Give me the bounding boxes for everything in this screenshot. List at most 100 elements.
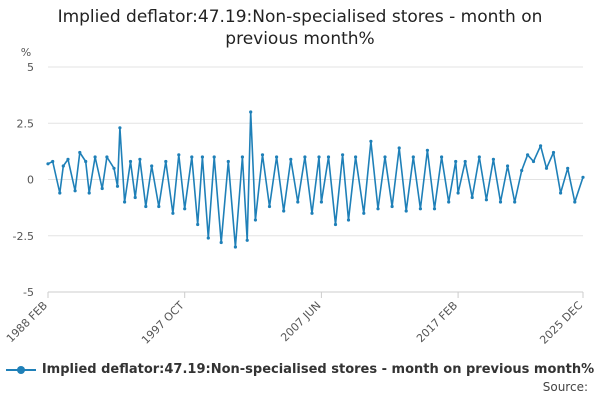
data-point[interactable] (341, 153, 345, 157)
data-point[interactable] (317, 155, 321, 159)
x-tick-label: 2017 FEB (414, 299, 460, 345)
data-point[interactable] (484, 198, 488, 202)
y-tick-label: -2.5 (13, 230, 34, 243)
data-point[interactable] (559, 191, 563, 195)
source-label: Source: (542, 380, 588, 394)
data-point[interactable] (73, 189, 77, 193)
data-point[interactable] (157, 204, 161, 209)
data-point[interactable] (100, 186, 104, 191)
data-point[interactable] (267, 204, 272, 209)
data-point[interactable] (105, 155, 109, 159)
data-point[interactable] (544, 166, 549, 170)
data-point[interactable] (326, 155, 331, 159)
data-point[interactable] (418, 207, 422, 211)
data-point[interactable] (404, 209, 408, 213)
data-point[interactable] (249, 110, 253, 114)
data-point[interactable] (282, 209, 286, 213)
data-point[interactable] (212, 155, 216, 159)
data-point[interactable] (112, 166, 116, 170)
data-point[interactable] (531, 159, 536, 164)
data-point[interactable] (551, 150, 556, 155)
data-point[interactable] (118, 126, 122, 130)
data-point[interactable] (66, 157, 70, 161)
data-point[interactable] (190, 155, 194, 159)
data-point[interactable] (390, 204, 394, 209)
data-point[interactable] (138, 157, 142, 161)
data-point[interactable] (470, 195, 474, 200)
data-point[interactable] (440, 155, 444, 159)
x-tick-label: 2007 JUN (278, 299, 323, 344)
data-point[interactable] (200, 155, 204, 159)
y-axis-unit-label: % (21, 46, 31, 59)
data-point[interactable] (128, 159, 133, 164)
series-line (47, 111, 584, 248)
data-point[interactable] (245, 238, 249, 242)
data-point[interactable] (183, 207, 187, 211)
data-point[interactable] (219, 240, 223, 245)
y-tick-label: 0 (27, 174, 34, 187)
data-point[interactable] (506, 164, 510, 168)
data-point[interactable] (226, 159, 230, 164)
data-point[interactable] (498, 200, 503, 204)
data-point[interactable] (425, 148, 429, 152)
data-point[interactable] (354, 155, 358, 159)
data-point[interactable] (289, 157, 293, 161)
data-point[interactable] (463, 159, 467, 164)
data-point[interactable] (376, 207, 380, 211)
data-point[interactable] (164, 159, 168, 164)
data-point[interactable] (303, 155, 307, 159)
data-point[interactable] (253, 218, 257, 222)
data-point[interactable] (51, 159, 55, 164)
data-point[interactable] (84, 159, 88, 164)
data-point[interactable] (319, 200, 323, 204)
data-point[interactable] (177, 153, 181, 157)
data-point[interactable] (573, 200, 577, 204)
legend-label: Implied deflator:47.19:Non-specialised s… (41, 362, 595, 377)
data-point[interactable] (196, 222, 200, 227)
data-point[interactable] (456, 191, 460, 195)
data-point[interactable] (566, 166, 570, 170)
data-point[interactable] (310, 211, 314, 215)
data-point[interactable] (346, 218, 351, 222)
data-point[interactable] (520, 168, 524, 173)
data-point[interactable] (447, 200, 451, 204)
data-point[interactable] (150, 164, 154, 168)
data-point[interactable] (240, 155, 244, 159)
data-point[interactable] (87, 191, 91, 195)
data-point[interactable] (123, 200, 127, 204)
data-point[interactable] (58, 191, 62, 195)
data-point[interactable] (526, 153, 530, 157)
data-point[interactable] (513, 200, 517, 204)
data-point[interactable] (454, 159, 458, 164)
data-point[interactable] (93, 155, 97, 159)
data-point[interactable] (296, 200, 300, 204)
data-point[interactable] (78, 150, 82, 155)
data-point[interactable] (233, 245, 237, 249)
chart-title: Implied deflator:47.19:Non-specialised s… (0, 6, 600, 50)
legend[interactable]: Implied deflator:47.19:Non-specialised s… (0, 362, 600, 377)
y-tick-label: 2.5 (17, 117, 35, 130)
data-point[interactable] (171, 211, 175, 215)
data-point[interactable] (275, 155, 279, 159)
y-tick-label: 5 (27, 61, 34, 74)
data-point[interactable] (581, 175, 585, 179)
data-point[interactable] (411, 155, 415, 159)
data-point[interactable] (61, 164, 65, 168)
data-point[interactable] (477, 155, 481, 159)
data-point[interactable] (362, 211, 366, 215)
data-point[interactable] (369, 139, 373, 143)
data-point[interactable] (133, 195, 137, 200)
data-point[interactable] (260, 153, 265, 157)
data-point[interactable] (539, 144, 543, 148)
data-point[interactable] (432, 207, 437, 211)
data-point[interactable] (383, 155, 387, 159)
data-point[interactable] (46, 162, 50, 166)
x-axis: 1988 FEB 1997 OCT 2007 JUN 2017 FEB 2025 DEC (4, 291, 585, 347)
data-point[interactable] (144, 204, 148, 209)
data-point[interactable] (333, 222, 338, 227)
data-point[interactable] (206, 236, 210, 240)
data-point[interactable] (115, 184, 120, 188)
x-tick-label: 1997 OCT (139, 299, 187, 347)
data-point[interactable] (397, 146, 401, 150)
data-point[interactable] (491, 157, 495, 161)
